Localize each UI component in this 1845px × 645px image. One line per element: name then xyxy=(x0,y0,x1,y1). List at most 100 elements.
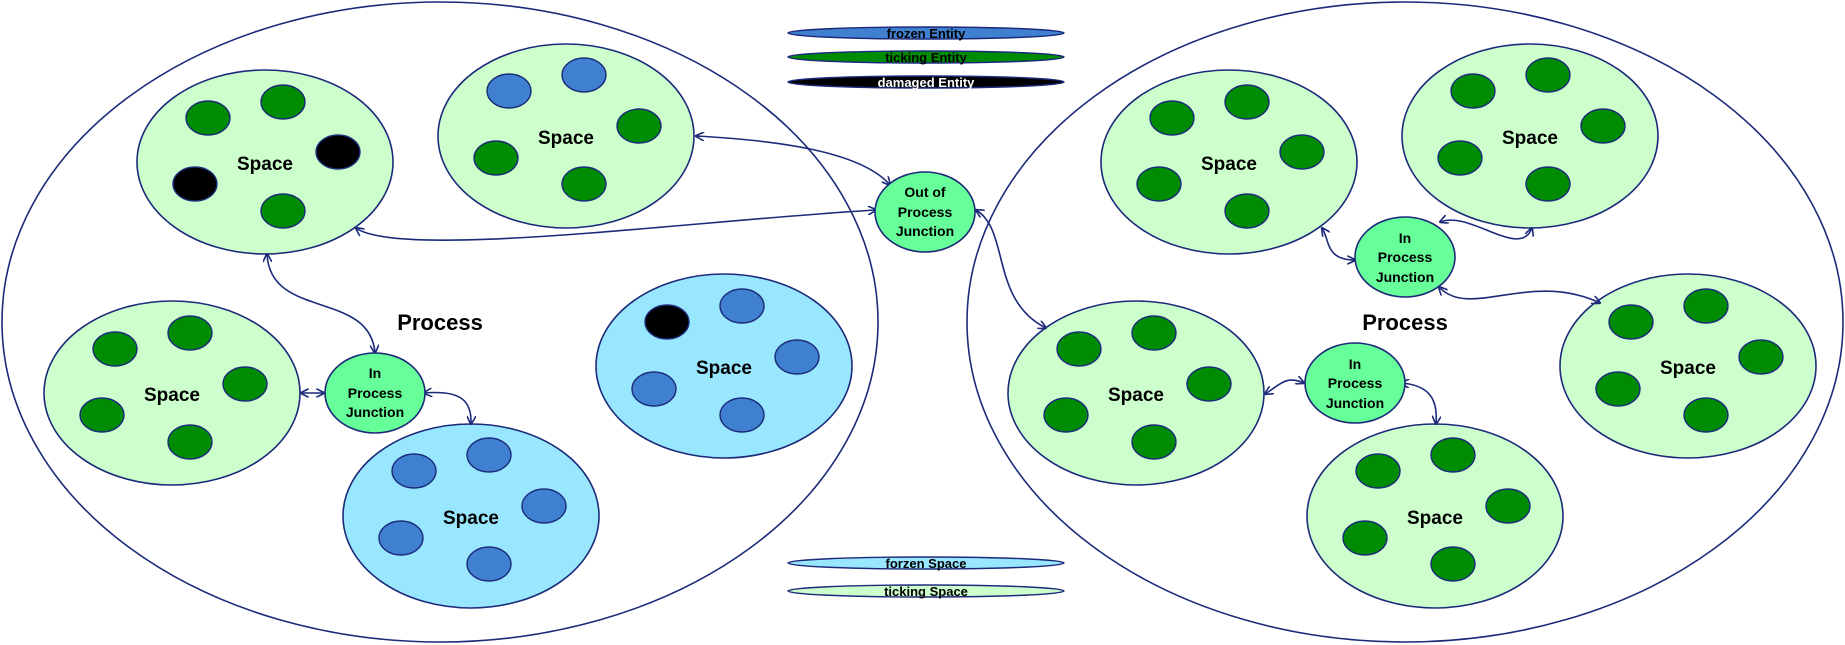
svg-text:Process: Process xyxy=(348,385,403,401)
ticking-entity xyxy=(185,100,231,136)
space-left-top-left: Space xyxy=(136,69,394,255)
svg-text:Process: Process xyxy=(1378,249,1433,265)
space-label: Space xyxy=(1660,358,1716,379)
connector xyxy=(976,210,1046,328)
space-right-right: Space xyxy=(1559,273,1817,459)
ticking-entity xyxy=(1437,140,1483,176)
frozen-entity xyxy=(391,453,437,489)
frozen-entity xyxy=(378,520,424,556)
junction-right-in-process-bottom: In Process Junction xyxy=(1304,342,1406,424)
damaged-entity xyxy=(172,166,218,202)
svg-text:In: In xyxy=(1349,356,1361,372)
space-label: Space xyxy=(443,508,499,529)
ticking-entity xyxy=(1608,304,1654,340)
damaged-entity xyxy=(644,304,690,340)
ticking-entity xyxy=(167,315,213,351)
frozen-entity xyxy=(561,57,607,93)
ticking-entity xyxy=(260,84,306,120)
space-right-top-right: Space xyxy=(1401,43,1659,229)
space-label: Space xyxy=(1108,385,1164,406)
space-label: Space xyxy=(1502,128,1558,149)
frozen-entity xyxy=(719,288,765,324)
ticking-entity xyxy=(1595,371,1641,407)
process-right: Process xyxy=(966,1,1844,643)
ticking-entity xyxy=(1738,339,1784,375)
frozen-entity xyxy=(466,437,512,473)
svg-text:Junction: Junction xyxy=(896,223,954,239)
ticking-entity xyxy=(1224,193,1270,229)
ticking-entity xyxy=(1279,134,1325,170)
svg-text:Junction: Junction xyxy=(346,404,404,420)
ticking-entity xyxy=(1450,73,1496,109)
ticking-entity xyxy=(1525,57,1571,93)
space-left-mid-left: Space xyxy=(43,300,301,486)
space-left-top-right: Space xyxy=(437,43,695,229)
junction-left-in-process: In Process Junction xyxy=(324,352,426,434)
ticking-entity xyxy=(1131,424,1177,460)
svg-text:Junction: Junction xyxy=(1376,269,1434,285)
ticking-entity xyxy=(222,366,268,402)
ticking-entity xyxy=(167,424,213,460)
legend-ticking-entity: ticking Entity xyxy=(787,50,1065,65)
space-left-right: Space xyxy=(595,273,853,459)
connector xyxy=(1265,380,1304,394)
ticking-entity xyxy=(616,108,662,144)
svg-text:In: In xyxy=(1399,230,1411,246)
ticking-entity xyxy=(1149,100,1195,136)
ticking-entity xyxy=(1580,108,1626,144)
ticking-entity xyxy=(1485,488,1531,524)
frozen-entity xyxy=(486,73,532,109)
frozen-entity xyxy=(631,371,677,407)
legend-frozen-entity: frozen Entity xyxy=(787,26,1065,41)
connector xyxy=(267,254,375,353)
ticking-entity xyxy=(79,397,125,433)
space-label: Space xyxy=(1201,154,1257,175)
ticking-entity xyxy=(260,193,306,229)
ticking-entity xyxy=(1131,315,1177,351)
connector xyxy=(1439,287,1600,303)
svg-text:ticking Entity: ticking Entity xyxy=(885,50,967,65)
svg-text:ticking Space: ticking Space xyxy=(884,584,968,599)
ticking-entity xyxy=(1430,546,1476,582)
space-label: Space xyxy=(1407,508,1463,529)
space-label: Space xyxy=(144,385,200,406)
ticking-entity xyxy=(1043,397,1089,433)
connectors xyxy=(267,136,1600,424)
ticking-entity xyxy=(1186,366,1232,402)
junction-right-in-process-top: In Process Junction xyxy=(1354,216,1456,298)
space-label: Space xyxy=(538,128,594,149)
ticking-entity xyxy=(92,331,138,367)
svg-text:frozen Entity: frozen Entity xyxy=(887,26,966,41)
ticking-entity xyxy=(1136,166,1182,202)
ticking-entity xyxy=(1342,520,1388,556)
svg-text:Process: Process xyxy=(898,204,953,220)
junction-out-of-process: Out of Process Junction xyxy=(874,171,976,253)
connector xyxy=(424,392,471,424)
ticking-entity xyxy=(1683,288,1729,324)
ticking-entity xyxy=(1355,453,1401,489)
process-label: Process xyxy=(397,310,483,335)
svg-text:Process: Process xyxy=(1328,375,1383,391)
ticking-entity xyxy=(1056,331,1102,367)
frozen-entity xyxy=(774,339,820,375)
connector xyxy=(1322,228,1355,260)
space-right-top-left: Space xyxy=(1100,69,1358,255)
svg-text:Junction: Junction xyxy=(1326,395,1384,411)
space-right-bottom: Space xyxy=(1306,423,1564,609)
space-label: Space xyxy=(237,154,293,175)
svg-text:forzen Space: forzen Space xyxy=(886,556,967,571)
ticking-entity xyxy=(561,166,607,202)
legend-ticking-space: ticking Space xyxy=(787,584,1065,599)
connector xyxy=(1401,383,1436,424)
frozen-entity xyxy=(521,488,567,524)
ticking-entity xyxy=(1430,437,1476,473)
damaged-entity xyxy=(315,134,361,170)
space-left-bottom: Space xyxy=(342,423,600,609)
ticking-entity xyxy=(473,140,519,176)
connector xyxy=(696,136,890,185)
svg-text:damaged Entity: damaged Entity xyxy=(878,75,976,90)
connector xyxy=(1440,220,1532,240)
legend-damaged-entity: damaged Entity xyxy=(787,75,1065,90)
frozen-entity xyxy=(466,546,512,582)
